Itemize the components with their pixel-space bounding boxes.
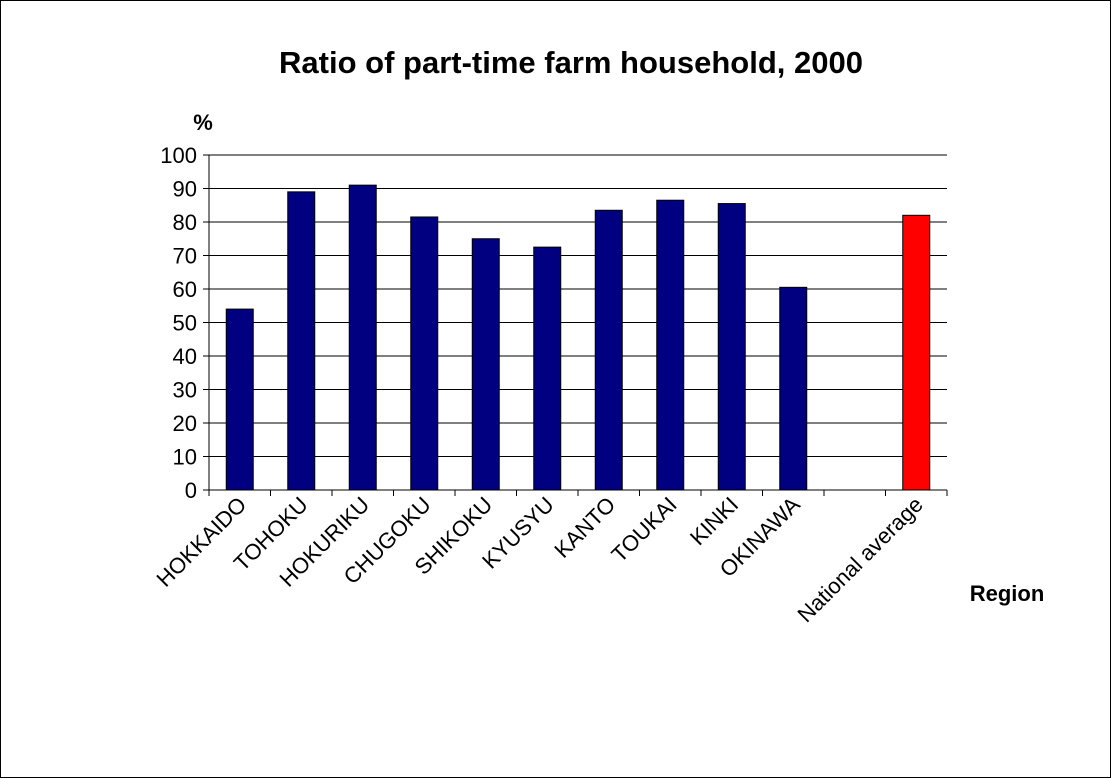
y-tick-label: 80 — [173, 210, 197, 235]
x-category-label: TOUKAI — [606, 492, 681, 567]
x-category-label: National average — [792, 492, 927, 627]
bar-toukai — [656, 199, 685, 491]
bar-okinawa — [779, 286, 808, 491]
bar-national-average — [902, 214, 931, 491]
x-category-label: KINKI — [685, 492, 743, 550]
y-tick-labels: 0 10 20 30 40 50 60 70 80 90 100 — [160, 143, 197, 503]
bars — [225, 184, 931, 491]
y-tick-label: 90 — [173, 177, 197, 202]
x-category-label: HOKKAIDO — [151, 492, 251, 592]
bar-shikoku — [471, 238, 500, 491]
y-tick-label: 20 — [173, 411, 197, 436]
y-axis-title: % — [193, 110, 213, 135]
y-tick-label: 30 — [173, 378, 197, 403]
bar-chugoku — [410, 216, 439, 491]
bar-kanto — [594, 209, 623, 491]
y-tick-label: 10 — [173, 445, 197, 470]
y-tick-label: 50 — [173, 311, 197, 336]
bar-kyusyu — [533, 246, 562, 491]
y-tick-label: 60 — [173, 277, 197, 302]
axes — [203, 154, 948, 496]
bar-hokuriku — [348, 184, 377, 491]
y-tick-label: 40 — [173, 344, 197, 369]
bar-hokkaido — [225, 308, 254, 491]
x-axis-title: Region — [970, 581, 1045, 606]
bar-kinki — [717, 203, 746, 491]
gridlines — [209, 154, 947, 457]
y-tick-label: 100 — [160, 143, 197, 168]
x-tick-labels: HOKKAIDOTOHOKUHOKURIKUCHUGOKUSHIKOKUKYUS… — [151, 492, 927, 628]
y-tick-label: 0 — [185, 478, 197, 503]
y-tick-label: 70 — [173, 244, 197, 269]
chart-title: Ratio of part-time farm household, 2000 — [279, 45, 863, 80]
bar-tohoku — [287, 191, 316, 491]
